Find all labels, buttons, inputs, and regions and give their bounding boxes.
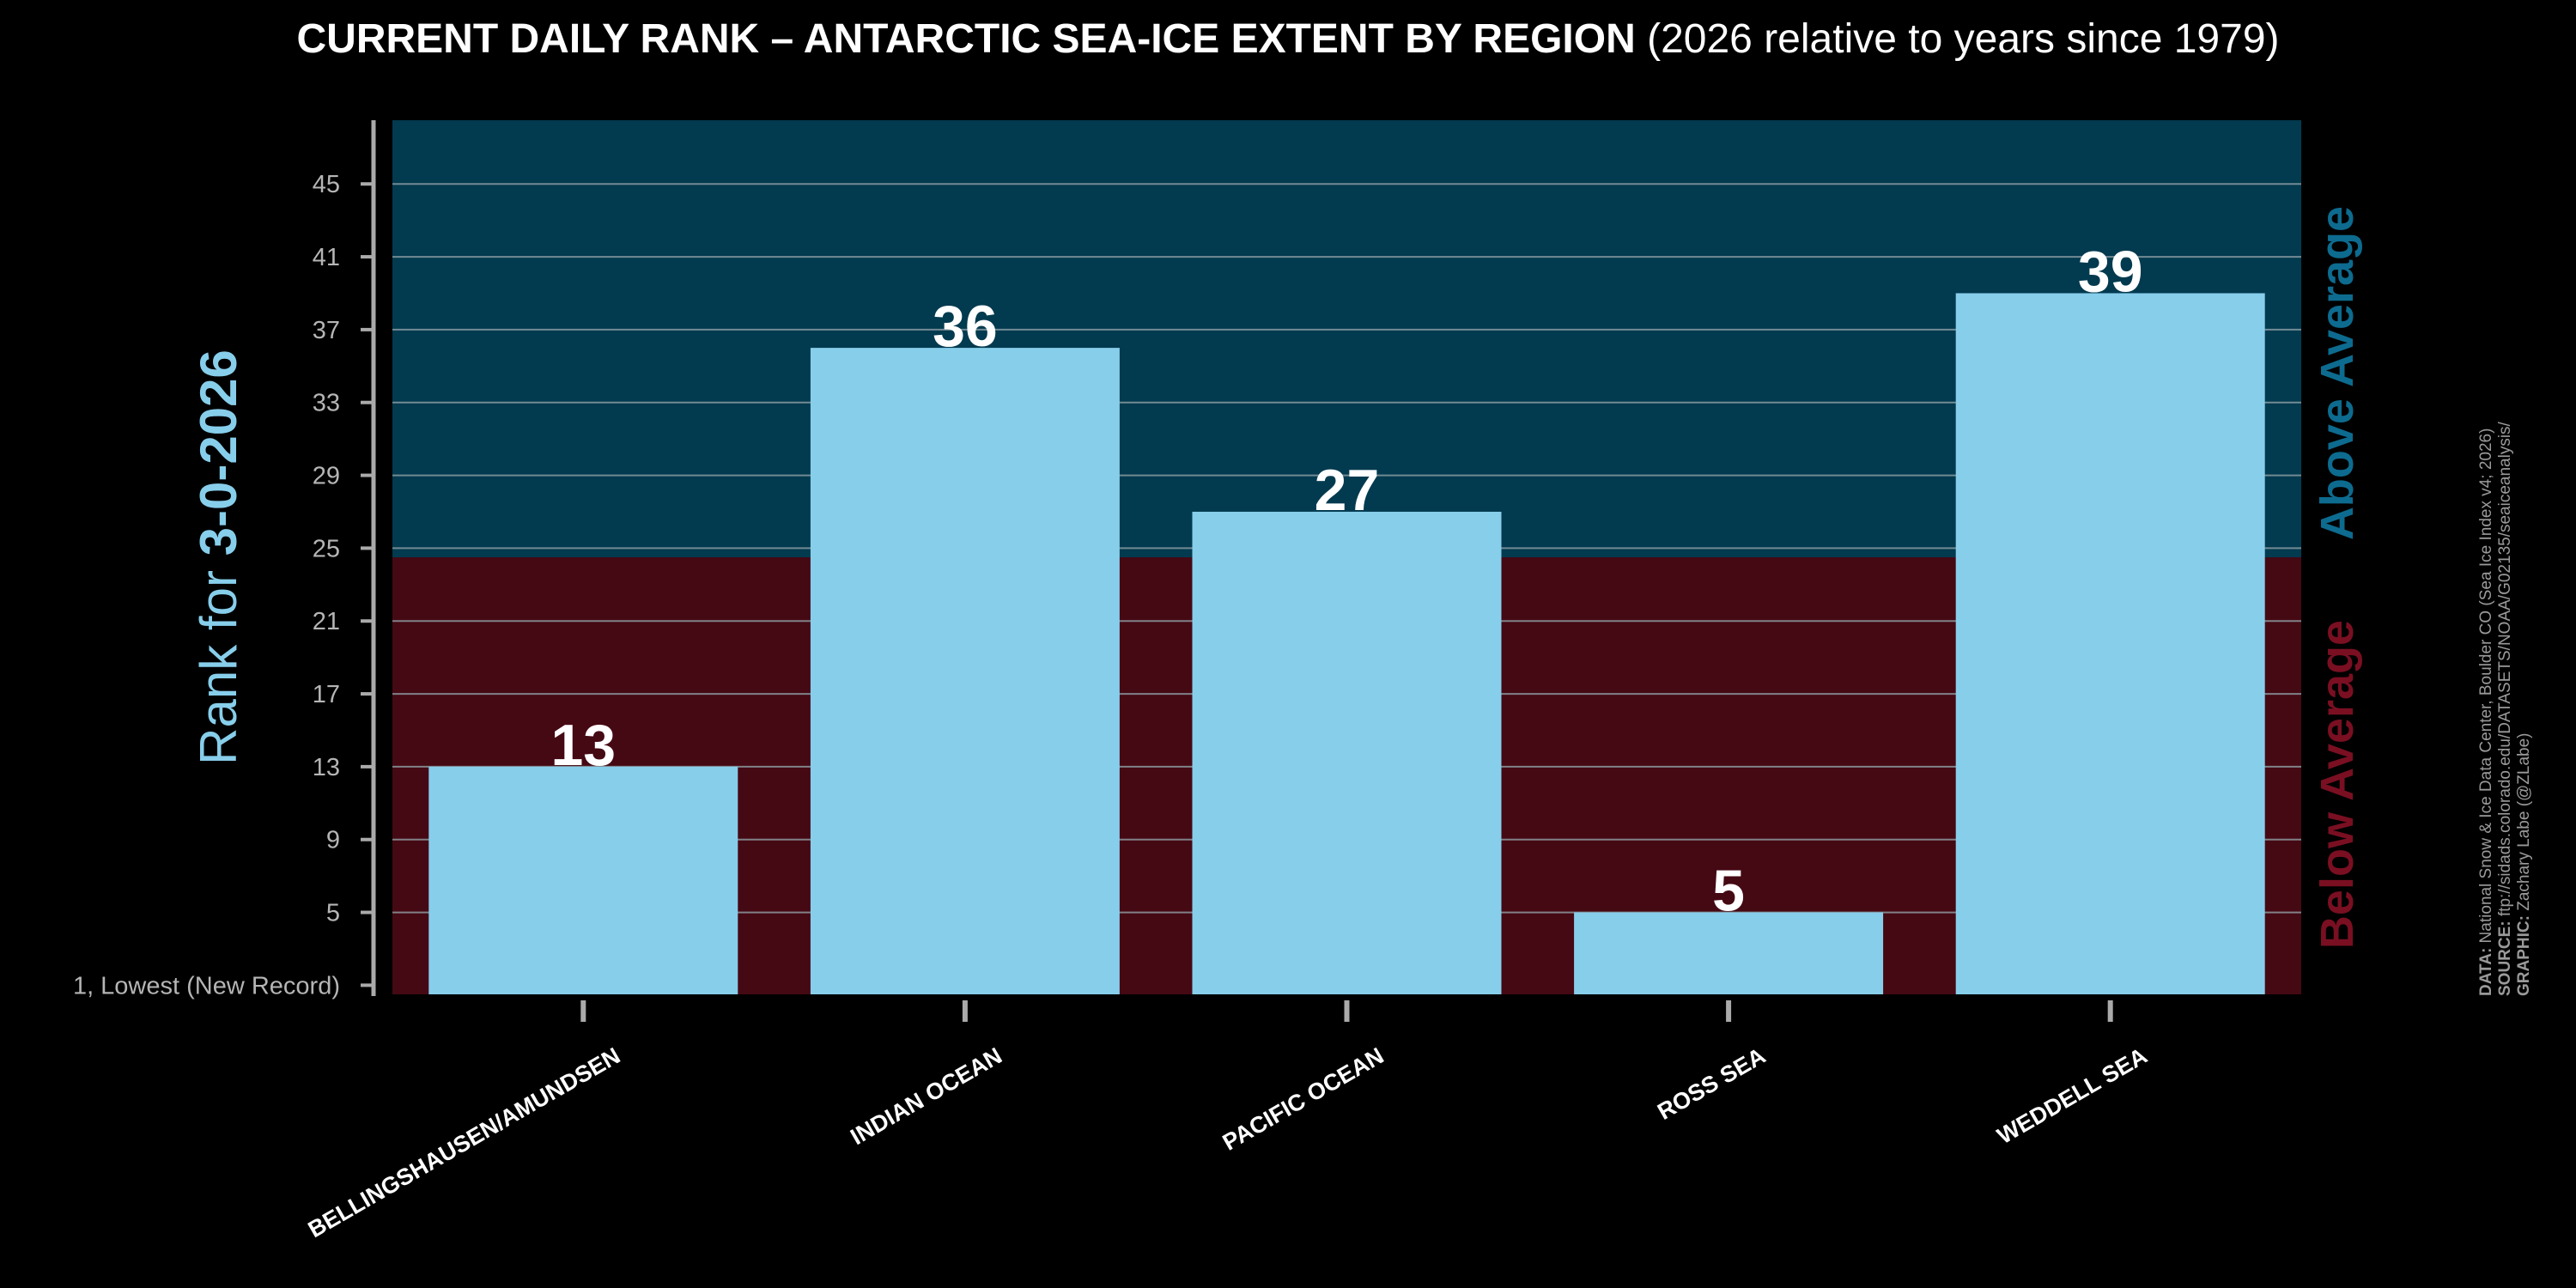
y-tick-label: 33 <box>313 390 340 417</box>
bar-5 <box>1955 293 2265 995</box>
bar-3 <box>1192 511 1502 994</box>
x-category-label: PACIFIC OCEAN <box>1218 1042 1388 1155</box>
y-tick-label: 45 <box>313 171 340 198</box>
y-tick-label: 41 <box>313 244 340 271</box>
y-tick-label: 17 <box>313 681 340 708</box>
x-category-label: WEDDELL SEA <box>1993 1042 2152 1149</box>
title-sub: (2026 relative to years since 1979) <box>1647 16 2280 62</box>
chart-title: CURRENT DAILY RANK – ANTARCTIC SEA-ICE E… <box>0 15 2576 63</box>
title-main: CURRENT DAILY RANK – ANTARCTIC SEA-ICE E… <box>296 16 1636 62</box>
y-axis-title-date: 3-0-2026 <box>190 349 247 556</box>
y-axis-title: Rank for 3-0-2026 <box>190 349 247 765</box>
bar-2 <box>810 348 1120 995</box>
credit-graphic: GRAPHIC: Zachary Labe (@ZLabe) <box>2515 732 2533 996</box>
x-category-label: INDIAN OCEAN <box>846 1042 1005 1150</box>
bar-value-label: 36 <box>933 294 998 359</box>
y-tick-label: 9 <box>326 827 340 854</box>
bar-1 <box>428 766 738 994</box>
above-average-label: Above Average <box>2312 206 2363 540</box>
x-category-label: ROSS SEA <box>1653 1042 1770 1125</box>
y-tick-label: 1, Lowest (New Record) <box>73 972 340 999</box>
y-tick-label: 13 <box>313 754 340 781</box>
y-tick-label: 21 <box>313 608 340 635</box>
bar-value-label: 5 <box>1712 859 1745 924</box>
bar-4 <box>1574 912 1884 994</box>
bar-value-label: 39 <box>2078 239 2143 304</box>
bar-value-label: 13 <box>550 713 616 778</box>
credit-source: SOURCE: ftp://sidads.colorado.edu/DATASE… <box>2496 422 2514 996</box>
y-tick-label: 37 <box>313 317 340 344</box>
credit-data: DATA: National Snow & Ice Data Center, B… <box>2477 428 2495 996</box>
y-tick-label: 25 <box>313 535 340 562</box>
bar-value-label: 27 <box>1315 458 1380 523</box>
x-category-label: BELLINGSHAUSEN/AMUNDSEN <box>304 1042 625 1242</box>
credits-block: DATA: National Snow & Ice Data Center, B… <box>2477 343 2534 996</box>
y-tick-label: 5 <box>326 900 340 927</box>
y-axis-title-prefix: Rank for <box>190 556 247 764</box>
below-average-label: Below Average <box>2312 620 2363 949</box>
y-tick-label: 29 <box>313 463 340 490</box>
